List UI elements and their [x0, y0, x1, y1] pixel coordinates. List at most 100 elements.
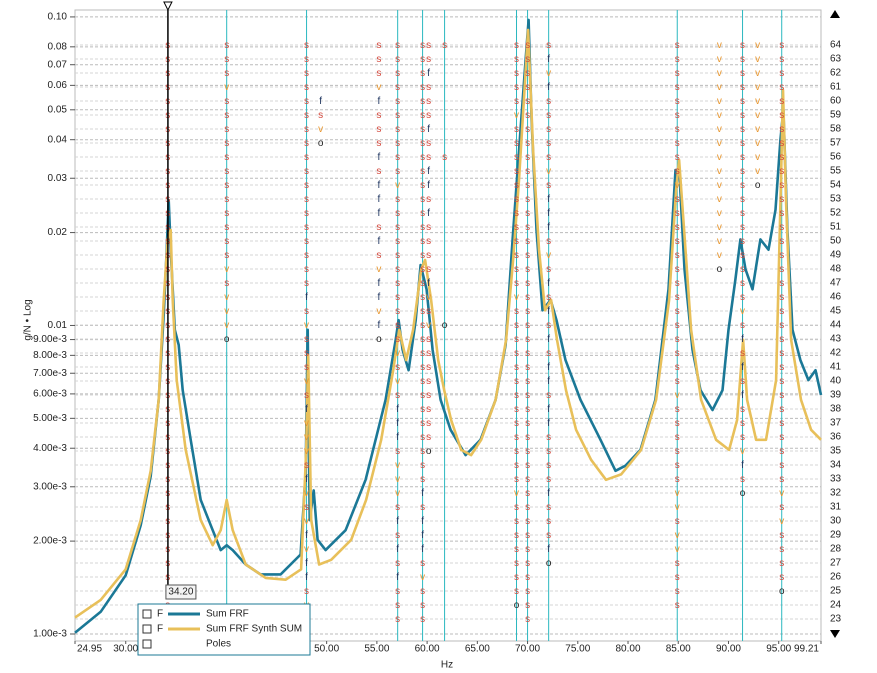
- y2-tick-label: 52: [830, 208, 842, 219]
- y2-tick-label: 38: [830, 404, 842, 415]
- y2-tick-label: 27: [830, 558, 842, 569]
- y2-tick-label: 25: [830, 586, 842, 597]
- x-tick-label: 95.00: [766, 644, 791, 655]
- y2-tick-label: 49: [830, 250, 842, 261]
- y2-tick-label: 51: [830, 222, 842, 233]
- x-tick-label: 99.21: [794, 644, 819, 655]
- cursor-handle: [163, 1, 173, 12]
- x-tick-label: 85.00: [666, 644, 691, 655]
- series-line: [74, 18, 823, 634]
- x-tick-label: 60.00: [415, 644, 440, 655]
- y-tick-label: 5.00e-3: [33, 413, 67, 424]
- x-tick-label: 50.00: [314, 644, 339, 655]
- y2-tick-label: 57: [830, 138, 842, 149]
- x-tick-label: 30.00: [113, 644, 138, 655]
- y2-tick-label: 50: [830, 236, 842, 247]
- legend-flag: F: [157, 609, 163, 620]
- y2-tick-label: 44: [830, 320, 842, 331]
- legend-flag: F: [157, 624, 163, 635]
- y-tick-label: 8.00e-3: [33, 350, 67, 361]
- y-tick-label: 0.04: [48, 134, 68, 145]
- x-tick-label: 90.00: [716, 644, 741, 655]
- y2-tick-label: 28: [830, 544, 842, 555]
- y2-tick-label: 46: [830, 292, 842, 303]
- y2-tick-label: 62: [830, 68, 842, 79]
- y2-tick-label: 34: [830, 460, 842, 471]
- y-tick-label: 9.00e-3: [33, 334, 67, 345]
- y2-tick-label: 32: [830, 488, 842, 499]
- x-tick-label: 24.95: [77, 644, 102, 655]
- y2-tick-label: 54: [830, 180, 842, 191]
- y2-tick-label: 60: [830, 96, 842, 107]
- x-tick-label: 55.00: [364, 644, 389, 655]
- y2-tick-label: 47: [830, 278, 842, 289]
- y2-tick-label: 36: [830, 432, 842, 443]
- x-tick-label: 65.00: [465, 644, 490, 655]
- y-tick-label: 0.07: [48, 59, 68, 70]
- y2-tick-label: 42: [830, 348, 842, 359]
- y2-tick-label: 23: [830, 614, 842, 625]
- y2-tick-label: 31: [830, 502, 842, 513]
- y-tick-label: 0.05: [48, 104, 68, 115]
- y2-tick-label: 56: [830, 152, 842, 163]
- y-tick-label: 4.00e-3: [33, 443, 67, 454]
- y2-tick-label: 43: [830, 334, 842, 345]
- y-tick-label: 0.10: [48, 12, 68, 23]
- y2-tick-label: 29: [830, 530, 842, 541]
- y2-tick-label: 48: [830, 264, 842, 275]
- legend-label: Poles: [206, 639, 231, 650]
- legend-checkbox[interactable]: [142, 639, 152, 649]
- y-tick-label: 6.00e-3: [33, 389, 67, 400]
- legend-box: [137, 603, 311, 656]
- x-tick-label: 75.00: [565, 644, 590, 655]
- y-tick-label: 0.03: [48, 173, 68, 184]
- x-axis-label: Hz: [441, 660, 453, 671]
- x-tick-label: 80.00: [616, 644, 641, 655]
- y2-tick-label: 58: [830, 124, 842, 135]
- y-tick-label: 7.00e-3: [33, 368, 67, 379]
- series-line: [74, 28, 822, 619]
- y-tick-label: 0.01: [48, 320, 68, 331]
- cursor-label-box: [165, 584, 197, 600]
- y2-tick-label: 33: [830, 474, 842, 485]
- y2-tick-label: 61: [830, 82, 842, 93]
- y-tick-label: 0.08: [48, 41, 68, 52]
- y2-tick-label: 30: [830, 516, 842, 527]
- y-axis-label: g/N • Log: [23, 299, 34, 340]
- y2-tick-label: 55: [830, 166, 842, 177]
- y2-tick-label: 64: [830, 40, 842, 51]
- y-tick-label: 0.02: [48, 227, 68, 238]
- scroll-up[interactable]: [830, 10, 840, 18]
- y2-tick-label: 24: [830, 600, 842, 611]
- y-tick-label: 3.00e-3: [33, 481, 67, 492]
- y2-tick-label: 37: [830, 418, 842, 429]
- cursor-label: 34.20: [168, 587, 193, 598]
- y-tick-label: 2.00e-3: [33, 536, 67, 547]
- y2-tick-label: 26: [830, 572, 842, 583]
- x-tick-label: 70.00: [515, 644, 540, 655]
- y2-tick-label: 35: [830, 446, 842, 457]
- y2-tick-label: 59: [830, 110, 842, 121]
- y2-tick-label: 40: [830, 376, 842, 387]
- y2-tick-label: 63: [830, 54, 842, 65]
- y2-tick-label: 45: [830, 306, 842, 317]
- y2-tick-label: 39: [830, 390, 842, 401]
- scroll-down[interactable]: [830, 630, 840, 638]
- legend-checkbox[interactable]: [142, 609, 152, 619]
- legend-checkbox[interactable]: [142, 624, 152, 634]
- y2-tick-label: 41: [830, 362, 842, 373]
- legend-label: Sum FRF Synth SUM: [206, 624, 302, 635]
